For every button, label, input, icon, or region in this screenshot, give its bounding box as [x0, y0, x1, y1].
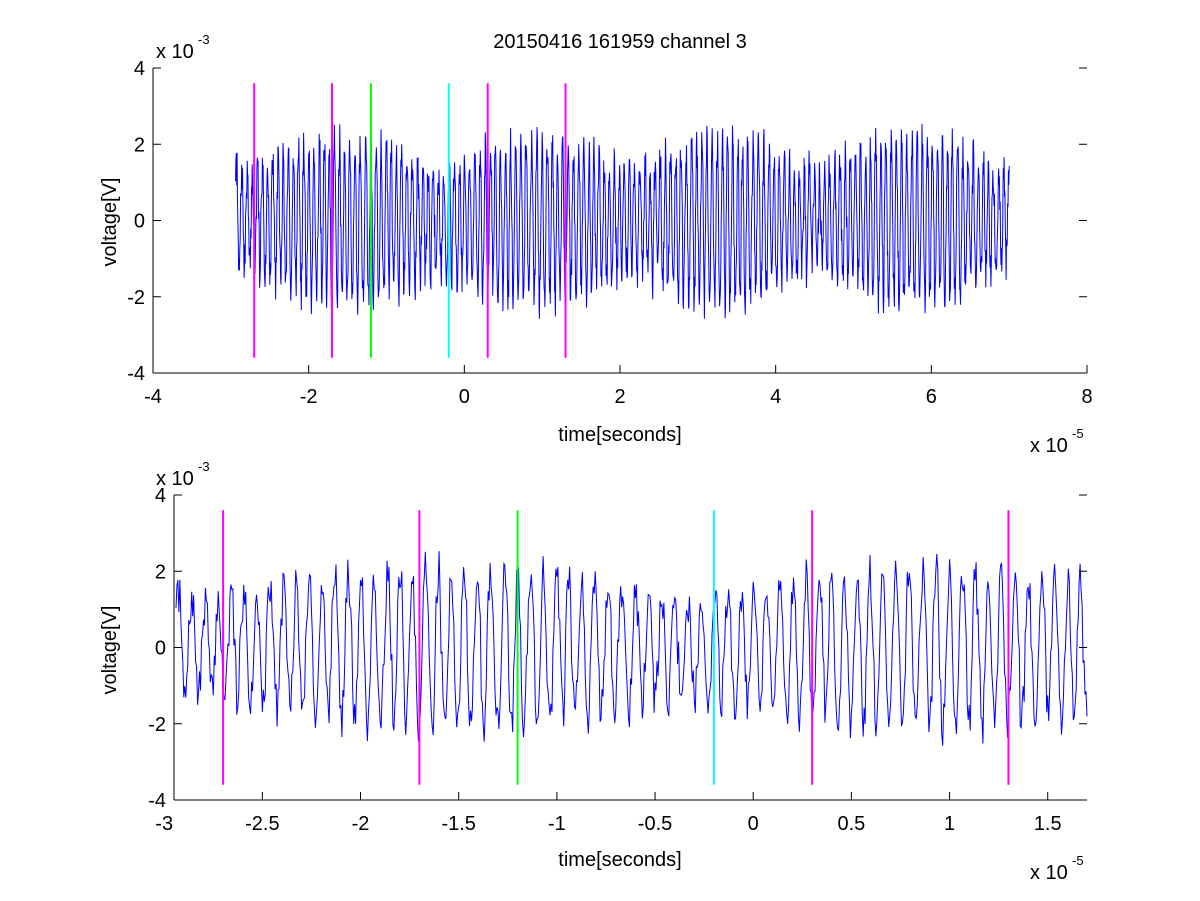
x-tick-label: -0.5	[638, 813, 672, 835]
x-tick-label: 4	[770, 386, 781, 408]
x-axis-label: time[seconds]	[558, 424, 681, 446]
y-tick-label: 0	[155, 638, 166, 660]
x-tick-label: 0.5	[837, 813, 865, 835]
x-tick-label: 8	[1081, 386, 1092, 408]
x-tick-label: 1	[944, 813, 955, 835]
y-exponent-power: -3	[198, 32, 210, 47]
y-exponent-power: -3	[198, 459, 210, 474]
x-exponent-power: -5	[1072, 426, 1084, 441]
x-tick-label: -2.5	[245, 813, 279, 835]
x-tick-label: 2	[614, 386, 625, 408]
chart-title: 20150416 161959 channel 3	[493, 31, 747, 53]
x-exponent-label: x 10	[1030, 862, 1068, 884]
x-tick-label: -1	[548, 813, 566, 835]
chart-bottom: -4 -2 0 2 4 -3 -2.5 -2 -1.5 -1 -0.5 0 0.5 1 1.5 voltag…	[99, 459, 1088, 884]
x-tick-label: 0	[748, 813, 759, 835]
y-exponent-label: x 10	[156, 41, 194, 63]
x-tick-label: -4	[144, 386, 162, 408]
x-exponent-power: -5	[1072, 853, 1084, 868]
y-tick-label: -2	[148, 714, 166, 736]
signal-series	[235, 123, 1010, 319]
y-tick-label: -4	[148, 790, 166, 812]
x-exponent-label: x 10	[1030, 435, 1068, 457]
x-axis-label: time[seconds]	[558, 849, 681, 871]
x-tick-label: -3	[155, 813, 173, 835]
y-axis-label: voltage[V]	[99, 606, 121, 695]
x-tick-label: -2	[352, 813, 370, 835]
top-plot-area: -4 -2 0 2 4 -4 -2 0 2 4 6 8	[127, 58, 1092, 408]
x-tick-label: 6	[926, 386, 937, 408]
y-tick-label: -2	[127, 287, 145, 309]
y-tick-label: 2	[134, 134, 145, 156]
y-tick-label: 2	[155, 561, 166, 583]
x-tick-label: 0	[459, 386, 470, 408]
y-exponent-label: x 10	[156, 468, 194, 490]
bottom-plot-area: -4 -2 0 2 4 -3 -2.5 -2 -1.5 -1 -0.5 0 0.5 1 1.5	[148, 485, 1088, 835]
y-tick-label: 4	[134, 58, 145, 80]
signal-series	[175, 551, 1088, 746]
x-tick-label: 1.5	[1034, 813, 1062, 835]
y-tick-label: 4	[155, 485, 166, 507]
y-axis-label: voltage[V]	[99, 178, 121, 267]
y-tick-label: 0	[134, 211, 145, 233]
y-tick-label: -4	[127, 363, 145, 385]
x-tick-label: -1.5	[441, 813, 475, 835]
chart-top: 20150416 161959 channel 3 -4 -2 0 2 4 -4 -2 0 2 4…	[99, 31, 1093, 457]
x-tick-label: -2	[300, 386, 318, 408]
